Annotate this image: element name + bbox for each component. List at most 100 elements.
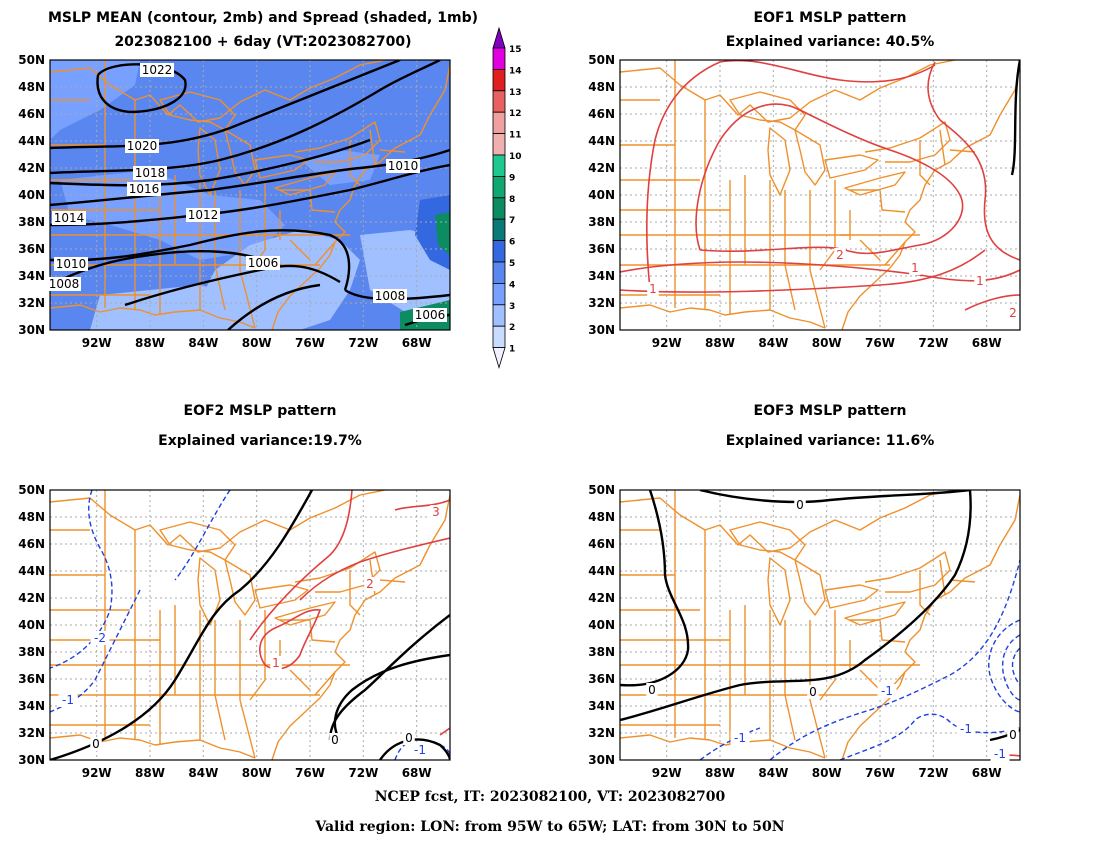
- contour-label-bg: [58, 693, 78, 707]
- panel-title-mean-1: MSLP MEAN (contour, 2mb) and Spread (sha…: [48, 10, 478, 26]
- lat-tick-label: 46N: [588, 537, 615, 551]
- contour-label: 1: [976, 274, 984, 288]
- colorbar-level-label: 15: [509, 45, 522, 55]
- lat-tick-label: 38N: [18, 645, 45, 659]
- colorbar-swatch: [492, 261, 506, 284]
- lon-tick-label: 76W: [865, 336, 895, 350]
- contour-label: 1006: [415, 308, 446, 322]
- lon-tick-label: 92W: [652, 336, 682, 350]
- colorbar-swatch: [492, 218, 506, 241]
- lat-tick-label: 40N: [588, 188, 615, 202]
- contour-label: -1: [881, 684, 893, 698]
- contour-label: 1010: [56, 257, 87, 271]
- colorbar-level-label: 1: [509, 345, 515, 355]
- contour-label-bg: [54, 257, 88, 271]
- contour-label-bg: [956, 722, 976, 736]
- lon-tick-label: 88W: [135, 336, 165, 350]
- panel-title-eof3-1: EOF3 MSLP pattern: [753, 403, 907, 419]
- contour-label: 2: [366, 577, 374, 591]
- colorbar-level-label: 12: [509, 109, 522, 119]
- contour-label: 1008: [375, 289, 406, 303]
- contour-label: -1: [994, 747, 1006, 761]
- contour-label: 0: [92, 737, 100, 751]
- colorbar-level-label: 11: [509, 131, 522, 141]
- colorbar-top-arrow: [492, 26, 506, 49]
- contour-label-bg: [877, 684, 897, 698]
- lat-tick-label: 40N: [18, 188, 45, 202]
- contour-label: -2: [94, 631, 106, 645]
- colorbar-swatch: [492, 240, 506, 263]
- colorbar-swatch: [492, 282, 506, 306]
- lat-tick-label: 36N: [588, 242, 615, 256]
- lat-tick-label: 50N: [588, 53, 615, 67]
- lon-tick-label: 72W: [348, 766, 378, 780]
- lat-tick-label: 30N: [18, 753, 45, 767]
- colorbar-swatch: [492, 197, 506, 220]
- contour-label-bg: [413, 308, 447, 322]
- lat-tick-label: 30N: [588, 753, 615, 767]
- lon-tick-label: 68W: [402, 336, 432, 350]
- contour-label: 1014: [54, 211, 85, 225]
- contour-label: 1022: [142, 63, 173, 77]
- panel-title-eof1-2: Explained variance: 40.5%: [725, 34, 935, 50]
- lon-tick-label: 76W: [295, 766, 325, 780]
- lat-tick-label: 46N: [18, 107, 45, 121]
- contour-label-bg: [52, 211, 86, 225]
- contour-label-bg: [647, 282, 659, 296]
- lon-tick-label: 80W: [812, 766, 842, 780]
- lon-tick-label: 92W: [82, 336, 112, 350]
- colorbar-level-label: 13: [509, 88, 522, 98]
- contour-label: 1020: [127, 139, 158, 153]
- contour-label: 1: [649, 282, 657, 296]
- lat-tick-label: 48N: [588, 510, 615, 524]
- lat-tick-label: 34N: [18, 269, 45, 283]
- colorbar-level-label: 9: [509, 173, 515, 183]
- contour-label-bg: [646, 683, 658, 697]
- lat-tick-label: 32N: [588, 726, 615, 740]
- contour-label-bg: [1007, 728, 1019, 742]
- contour-label: 1010: [388, 159, 419, 173]
- contour-label-bg: [794, 498, 806, 512]
- contour-label-bg: [127, 182, 161, 196]
- colorbar-level-label: 6: [509, 238, 515, 248]
- colorbar-level-label: 10: [509, 152, 522, 162]
- lon-tick-label: 84W: [758, 766, 788, 780]
- contour-label-bg: [1007, 306, 1019, 320]
- contour-label: 2: [836, 248, 844, 262]
- contour-label-bg: [47, 277, 81, 291]
- lon-tick-label: 84W: [188, 766, 218, 780]
- colorbar-swatch: [492, 304, 506, 327]
- lat-tick-label: 30N: [588, 323, 615, 337]
- contour-label-bg: [834, 248, 846, 262]
- colorbar-swatch: [492, 175, 506, 199]
- lat-tick-label: 34N: [588, 269, 615, 283]
- contour-label: 1012: [188, 208, 219, 222]
- contour-label-bg: [329, 733, 341, 747]
- lat-tick-label: 48N: [18, 510, 45, 524]
- colorbar-level-label: 5: [509, 259, 515, 269]
- lat-tick-label: 44N: [588, 564, 615, 578]
- contour-label-bg: [386, 159, 420, 173]
- colorbar-level-label: 14: [509, 66, 522, 76]
- lon-tick-label: 72W: [918, 336, 948, 350]
- lat-tick-label: 46N: [588, 107, 615, 121]
- lat-tick-label: 36N: [18, 242, 45, 256]
- lon-tick-label: 76W: [295, 336, 325, 350]
- lon-tick-label: 84W: [188, 336, 218, 350]
- contour-label-bg: [430, 505, 442, 519]
- contour-label-bg: [270, 656, 282, 670]
- lon-tick-label: 92W: [652, 766, 682, 780]
- contour-label-bg: [246, 256, 280, 270]
- lat-tick-label: 44N: [18, 134, 45, 148]
- contour-label: 0: [809, 685, 817, 699]
- lon-tick-label: 84W: [758, 336, 788, 350]
- colorbar-swatch: [492, 133, 506, 156]
- contour-label-bg: [909, 261, 921, 275]
- contour-label: -1: [414, 743, 426, 757]
- lon-tick-label: 68W: [972, 766, 1002, 780]
- colorbar-swatch: [492, 325, 506, 349]
- lat-tick-label: 42N: [588, 161, 615, 175]
- contour-label-bg: [974, 274, 986, 288]
